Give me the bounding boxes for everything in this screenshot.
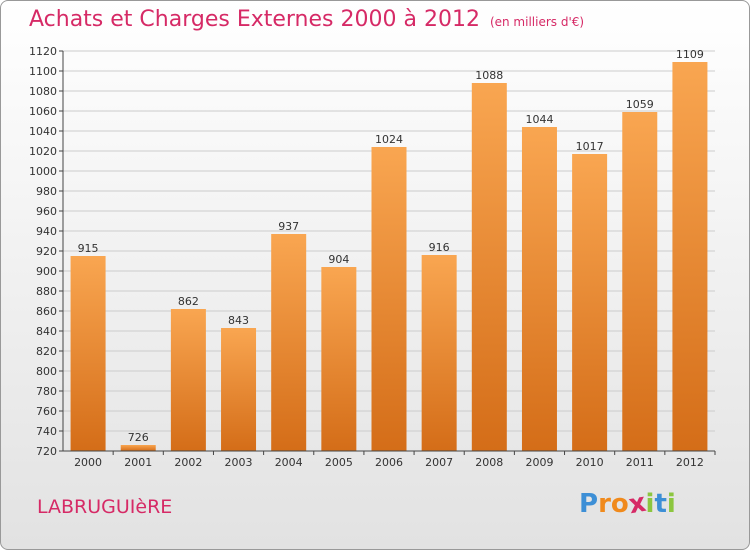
x-tick-label: 2007 [425,456,453,469]
bar [471,83,507,451]
data-label: 1017 [576,140,604,153]
data-label: 1088 [475,69,503,82]
bars [70,62,708,451]
y-tick-label: 920 [36,245,57,258]
x-tick-label: 2009 [525,456,553,469]
logo-letter: r [598,489,611,519]
y-tick-label: 720 [36,445,57,458]
logo-letter: t [654,489,667,519]
data-label: 915 [78,242,99,255]
y-tick-label: 1000 [29,165,57,178]
bar [70,256,106,451]
y-tick-label: 980 [36,185,57,198]
x-tick-label: 2011 [626,456,654,469]
y-tick-label: 1040 [29,125,57,138]
bar [371,147,407,451]
chart-unit-label: (en milliers d'€) [489,15,585,29]
x-tick-label: 2002 [174,456,202,469]
x-tick-label: 2004 [275,456,303,469]
data-label: 862 [178,295,199,308]
y-tick-label: 820 [36,345,57,358]
labels: 720 740 760 780 800 820 840 860 880 900 920 940 960 9… [29,45,704,469]
y-tick-label: 900 [36,265,57,278]
y-tick-label: 1020 [29,145,57,158]
y-tick-label: 940 [36,225,57,238]
y-tick-label: 960 [36,205,57,218]
bar [622,112,658,451]
logo-letter: P [579,489,599,519]
data-label: 843 [228,314,249,327]
x-tick-label: 2003 [225,456,253,469]
data-label: 937 [278,220,299,233]
x-tick-label: 2008 [475,456,503,469]
bar [271,234,307,451]
bar [572,154,608,451]
data-label: 1024 [375,133,403,146]
proxiti-logo: Proxiti [579,488,676,520]
bar [672,62,708,451]
y-tick-label: 740 [36,425,57,438]
axes [59,50,716,455]
x-tick-label: 2001 [124,456,152,469]
x-tick-label: 2005 [325,456,353,469]
data-label: 1059 [626,98,654,111]
y-tick-label: 800 [36,365,57,378]
chart-title: Achats et Charges Externes 2000 à 2012 (e… [29,7,584,32]
y-tick-label: 880 [36,285,57,298]
y-tick-label: 1080 [29,85,57,98]
data-label: 1109 [676,48,704,61]
x-tick-label: 2010 [576,456,604,469]
bar [221,328,257,451]
y-tick-label: 840 [36,325,57,338]
data-label: 1044 [525,113,553,126]
y-tick-label: 860 [36,305,57,318]
bar [421,255,457,451]
bar [521,127,557,451]
chart-title-text: Achats et Charges Externes 2000 à 2012 [29,7,480,32]
town-name: LABRUGUIèRE [37,496,173,518]
y-tick-label: 1120 [29,45,57,58]
bar [120,445,156,451]
x-tick-label: 2012 [676,456,704,469]
y-tick-label: 1100 [29,65,57,78]
bar [321,267,357,451]
logo-letter: i [666,489,676,519]
x-tick-label: 2006 [375,456,403,469]
y-tick-label: 780 [36,385,57,398]
data-label: 904 [328,253,349,266]
x-tick-label: 2000 [74,456,102,469]
y-tick-label: 1060 [29,105,57,118]
data-label: 916 [429,241,450,254]
y-tick-label: 760 [36,405,57,418]
data-label: 726 [128,431,149,444]
logo-letter: i [645,489,655,519]
logo-letter: o [610,489,629,519]
bar [170,309,206,451]
